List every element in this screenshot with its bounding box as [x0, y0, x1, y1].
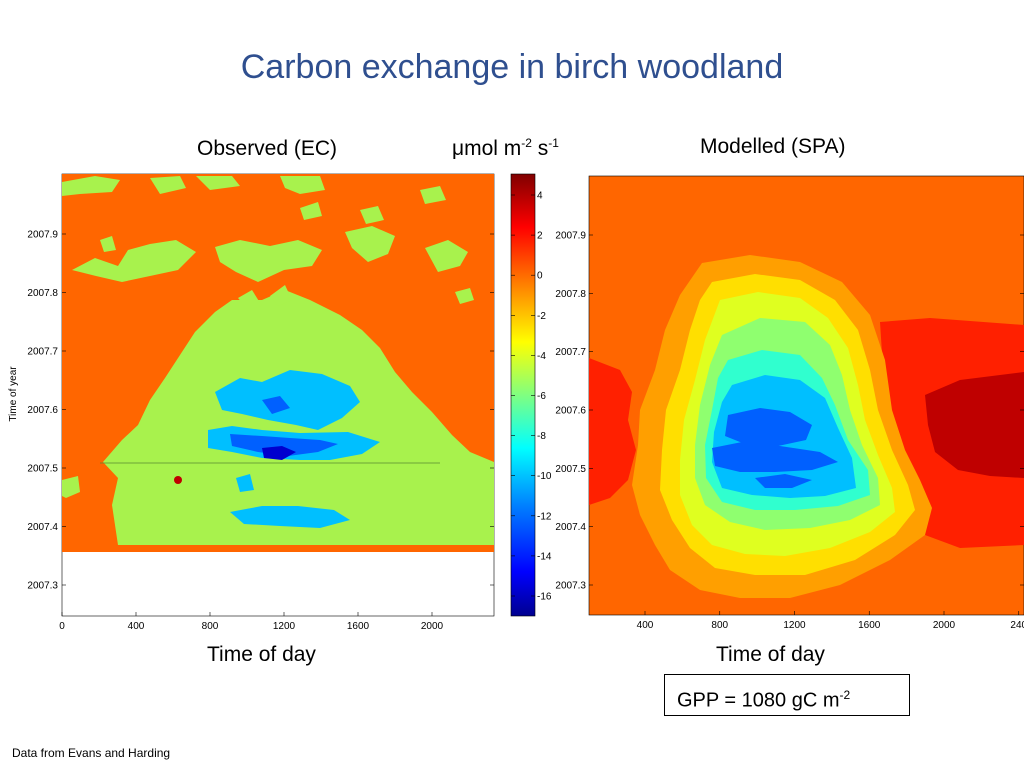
obs-ytick-label: 2007.3 [27, 581, 58, 592]
colorbar-title-exp1: -2 [521, 136, 532, 150]
mod-ytick-label: 2007.9 [555, 231, 586, 242]
obs-ytick-label: 2007.8 [27, 288, 58, 299]
obs-xtick-label: 1200 [273, 621, 296, 632]
colorbar-ticks: 4 2 0 -2 -4 -6 -8 -10 -12 -14 -16 [511, 191, 552, 603]
mod-xtick-label: 240 [1010, 620, 1024, 631]
mod-blue-core [712, 408, 838, 488]
mod-xtick-label: 1600 [858, 620, 881, 631]
colorbar-title-exp2: -1 [548, 136, 559, 150]
obs-ytick-label: 2007.9 [27, 230, 58, 241]
colorbar-title: μmol m-2 s-1 [452, 136, 559, 161]
observed-xlabel: Time of day [207, 643, 316, 666]
mod-xtick-label: 800 [711, 620, 728, 631]
gpp-annotation-box: GPP = 1080 gC m-2 [664, 674, 910, 716]
colorbar-title-main: μmol m [452, 137, 522, 160]
observed-ylabel: Time of year [8, 366, 19, 422]
obs-xtick-label: 2000 [421, 621, 444, 632]
cb-tick-label: 0 [537, 271, 543, 282]
modelled-x-axis: 400 800 1200 1600 2000 240 [637, 611, 1024, 631]
obs-xtick-label: 0 [59, 621, 65, 632]
gpp-annotation-exp: -2 [839, 688, 851, 702]
mod-xtick-label: 400 [637, 620, 654, 631]
modelled-panel-title: Modelled (SPA) [700, 135, 846, 158]
colorbar-gradient [510, 173, 536, 617]
cb-tick-label: -16 [537, 592, 552, 603]
cb-tick-label: -10 [537, 471, 552, 482]
gpp-annotation-main: GPP = 1080 gC m [677, 689, 840, 712]
mod-ytick-label: 2007.6 [555, 406, 586, 417]
observed-x-axis: 0 400 800 1200 1600 2000 [59, 612, 444, 632]
observed-y-axis: 2007.9 2007.8 2007.7 2007.6 2007.5 2007.4 2007… [27, 230, 494, 592]
colorbar-title-mid: s [531, 137, 549, 160]
cb-tick-label: -6 [537, 391, 546, 402]
source-note: Data from Evans and Harding [12, 746, 171, 760]
cb-tick-label: 4 [537, 191, 543, 202]
observed-heatmap: 2007.9 2007.8 2007.7 2007.6 2007.5 2007.4 2007… [27, 173, 495, 632]
cb-tick-label: -2 [537, 311, 546, 322]
cb-tick-label: 2 [537, 231, 543, 242]
slide-title: Carbon exchange in birch woodland [240, 48, 784, 86]
mod-ytick-label: 2007.8 [555, 289, 586, 300]
modelled-y-axis: 2007.9 2007.8 2007.7 2007.6 2007.5 2007.4 2007… [555, 231, 1024, 592]
obs-red-spot [174, 476, 182, 484]
obs-ytick-label: 2007.4 [27, 522, 58, 533]
mod-darkred-right [925, 372, 1024, 478]
mod-ytick-label: 2007.3 [555, 581, 586, 592]
obs-xtick-label: 800 [202, 621, 219, 632]
cb-tick-label: -14 [537, 551, 552, 562]
obs-ytick-label: 2007.6 [27, 405, 58, 416]
modelled-contours [589, 255, 1024, 598]
mod-red-left-wedge [589, 358, 636, 505]
obs-ytick-label: 2007.7 [27, 347, 58, 358]
obs-blue-core [230, 396, 338, 456]
mod-xtick-label: 2000 [933, 620, 956, 631]
mod-ytick-label: 2007.7 [555, 347, 586, 358]
obs-darkblue-core [262, 446, 296, 460]
observed-contours [62, 174, 494, 552]
obs-green-autumn-patches [62, 176, 474, 498]
mod-xtick-label: 1200 [783, 620, 806, 631]
mod-ytick-label: 2007.5 [555, 464, 586, 475]
modelled-xlabel: Time of day [716, 643, 825, 666]
obs-xtick-label: 400 [128, 621, 145, 632]
mod-ytick-label: 2007.4 [555, 522, 586, 533]
colorbar: 4 2 0 -2 -4 -6 -8 -10 -12 -14 -16 [510, 173, 552, 617]
cb-tick-label: -8 [537, 431, 546, 442]
cb-tick-label: -12 [537, 511, 552, 522]
modelled-heatmap: 2007.9 2007.8 2007.7 2007.6 2007.5 2007.4 2007… [555, 175, 1024, 631]
observed-panel-title: Observed (EC) [197, 137, 338, 160]
obs-xtick-label: 1600 [347, 621, 370, 632]
cb-tick-label: -4 [537, 351, 546, 362]
obs-ytick-label: 2007.5 [27, 464, 58, 475]
